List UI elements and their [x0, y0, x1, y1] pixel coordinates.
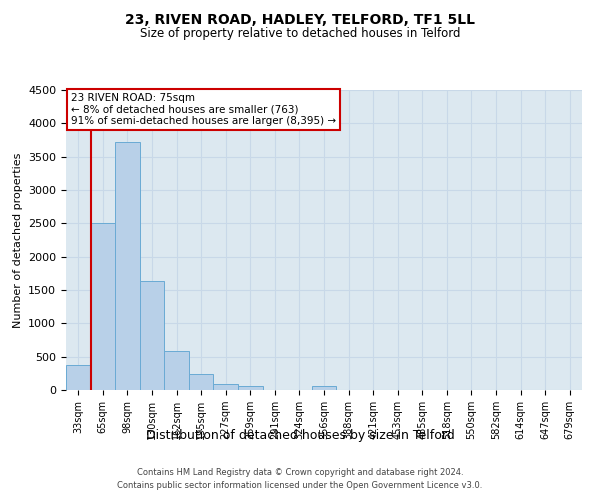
Text: Size of property relative to detached houses in Telford: Size of property relative to detached ho… [140, 28, 460, 40]
Bar [189, 374, 214, 390]
Text: Contains HM Land Registry data © Crown copyright and database right 2024.: Contains HM Land Registry data © Crown c… [137, 468, 463, 477]
Text: Distribution of detached houses by size in Telford: Distribution of detached houses by size … [146, 428, 454, 442]
Bar [66, 364, 91, 390]
Bar [115, 142, 140, 390]
Text: 23 RIVEN ROAD: 75sqm
← 8% of detached houses are smaller (763)
91% of semi-detac: 23 RIVEN ROAD: 75sqm ← 8% of detached ho… [71, 93, 336, 126]
Bar [164, 350, 189, 390]
Text: Contains public sector information licensed under the Open Government Licence v3: Contains public sector information licen… [118, 482, 482, 490]
Y-axis label: Number of detached properties: Number of detached properties [13, 152, 23, 328]
Text: 23, RIVEN ROAD, HADLEY, TELFORD, TF1 5LL: 23, RIVEN ROAD, HADLEY, TELFORD, TF1 5LL [125, 12, 475, 26]
Bar [238, 386, 263, 390]
Bar [91, 224, 115, 390]
Bar [214, 384, 238, 390]
Bar [312, 386, 336, 390]
Bar [140, 280, 164, 390]
